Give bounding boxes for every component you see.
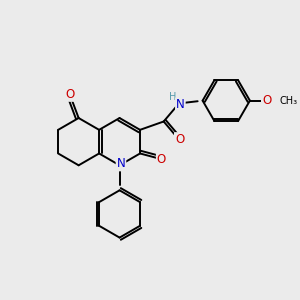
Text: O: O xyxy=(262,94,271,107)
Text: N: N xyxy=(117,158,125,170)
Text: CH₃: CH₃ xyxy=(280,96,298,106)
Text: O: O xyxy=(157,152,166,166)
Text: O: O xyxy=(66,88,75,101)
Text: N: N xyxy=(176,98,185,111)
Text: O: O xyxy=(175,133,184,146)
Text: H: H xyxy=(169,92,176,102)
